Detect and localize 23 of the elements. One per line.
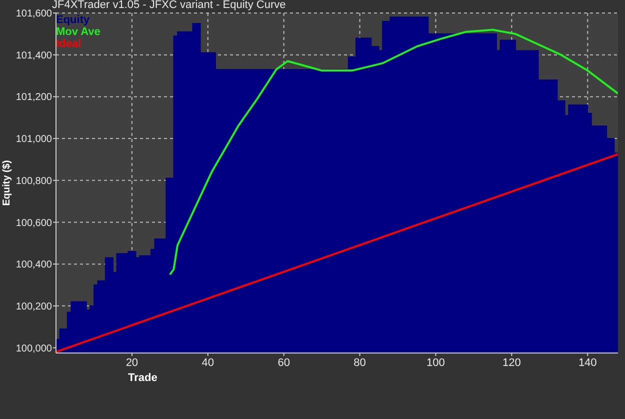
x-tick-label: 80 [354, 356, 366, 369]
y-tick-label: 101,200 [16, 92, 52, 104]
y-tick-label: 100,400 [16, 260, 52, 271]
x-tick-label: 120 [502, 356, 521, 369]
y-tick-label: 101,600 [16, 8, 52, 20]
y-tick-label: 100,600 [16, 218, 52, 229]
x-tick-label: 60 [278, 356, 290, 369]
x-tick-label: 100 [426, 356, 445, 369]
text: Ideal [56, 38, 82, 50]
y-tick-label: 100,800 [16, 176, 52, 187]
y-axis-title: Equity ($) [2, 160, 13, 206]
text: Equity [56, 14, 91, 26]
x-tick-label: 40 [202, 356, 214, 369]
line-series [168, 28, 618, 276]
y-tick-label: 100,200 [16, 301, 52, 312]
y-tick-label: 101,000 [16, 134, 52, 146]
y-tick-label: 101,400 [16, 50, 52, 62]
x-axis-title: Trade [128, 372, 158, 384]
text: Mov Ave [56, 26, 100, 38]
x-tick-label: 140 [578, 356, 597, 369]
chart-title: JF4XTrader v1.05 - JFXC variant - Equity Curve [52, 0, 286, 11]
x-tick-label: 20 [126, 356, 138, 369]
y-tick-label: 100,000 [16, 343, 52, 354]
